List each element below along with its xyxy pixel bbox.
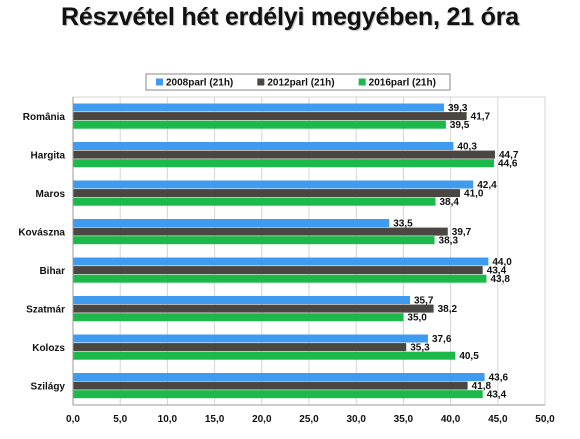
category-label: Szatmár: [26, 304, 65, 315]
data-label: 37,6: [432, 334, 452, 345]
bar: [73, 103, 444, 112]
bar: [73, 227, 448, 236]
x-tick-label: 20,0: [252, 414, 272, 425]
data-label: 39,7: [452, 227, 472, 238]
legend-swatch: [156, 78, 163, 86]
bar: [73, 197, 436, 206]
bar: [73, 219, 390, 227]
bar: [73, 296, 411, 304]
data-label: 43,4: [487, 266, 507, 277]
data-label: 43,8: [490, 274, 510, 285]
data-label: 35,0: [407, 313, 427, 324]
category-label: România: [23, 112, 66, 123]
x-tick-label: 50,0: [535, 414, 555, 425]
category-label: Hargita: [31, 150, 66, 161]
legend-swatch: [358, 78, 366, 86]
bar: [73, 274, 487, 283]
category-label: Bihar: [39, 266, 65, 277]
chart-title: Részvétel hét erdélyi megyében, 21 óra: [61, 3, 519, 31]
bar: [73, 313, 404, 322]
bar: [73, 150, 495, 159]
x-tick-label: 30,0: [346, 414, 366, 425]
bar: [73, 159, 495, 168]
data-label: 39,5: [450, 120, 470, 131]
x-tick-label: 45,0: [488, 414, 508, 425]
bar: [73, 351, 456, 360]
bar: [73, 373, 485, 381]
bar: [73, 257, 489, 266]
category-label: Maros: [36, 189, 66, 200]
x-tick-label: 35,0: [394, 414, 414, 425]
x-tick-label: 5,0: [113, 414, 127, 425]
legend-entry: 2012parl (21h): [267, 78, 334, 89]
data-label: 39,3: [448, 103, 468, 114]
bar: [73, 390, 483, 399]
legend-swatch: [257, 78, 265, 86]
x-tick-label: 25,0: [299, 414, 319, 425]
data-label: 33,5: [393, 218, 413, 229]
bar: [73, 236, 435, 245]
x-tick-label: 10,0: [158, 414, 178, 425]
data-label: 38,3: [439, 236, 459, 247]
x-tick-label: 40,0: [441, 414, 461, 425]
data-label: 41,7: [471, 112, 491, 123]
category-label: Kovászna: [18, 227, 65, 238]
axes: 0,0 5,0 10,0 15,0 20,0 25,0 30,0 35,0 40,0 45,0 50…: [18, 97, 555, 425]
bar: [73, 381, 468, 390]
category-label: Kolozs: [32, 343, 65, 354]
data-label: 41,8: [472, 381, 492, 392]
data-labels: 39,341,739,5 40,3 44,744,642,441,0 38,4 33,5…: [393, 103, 519, 401]
data-label: 43,4: [487, 390, 507, 401]
data-label: 35,7: [414, 295, 434, 306]
data-label: 38,4: [439, 197, 459, 208]
data-label: 40,5: [459, 351, 479, 362]
bar: [73, 142, 454, 150]
data-label: 44,7: [499, 150, 519, 161]
bar: [73, 343, 407, 352]
bar: [73, 304, 434, 313]
data-label: 40,3: [457, 141, 477, 152]
legend: 2008parl (21h) 2012parl (21h) 2016parl (21…: [145, 73, 451, 91]
data-label: 42,4: [477, 180, 497, 191]
x-tick-label: 0,0: [66, 414, 80, 425]
legend-box: [145, 73, 451, 91]
bars: [73, 103, 495, 399]
data-label: 35,3: [410, 343, 430, 354]
bar: [73, 120, 446, 129]
data-label: 44,6: [498, 159, 518, 170]
bar: [73, 180, 474, 189]
bar: [73, 266, 483, 275]
legend-entry: 2008parl (21h): [166, 78, 233, 89]
x-tick-label: 15,0: [205, 414, 225, 425]
category-label: Szilágy: [31, 381, 66, 392]
data-label: 38,2: [438, 304, 458, 315]
bar: [73, 334, 428, 343]
data-label: 43,6: [489, 372, 509, 383]
bar: [73, 112, 467, 121]
legend-entry: 2016parl (21h): [369, 78, 436, 89]
data-label: 44,0: [492, 257, 512, 268]
data-label: 41,0: [464, 189, 484, 200]
bar: [73, 189, 461, 198]
